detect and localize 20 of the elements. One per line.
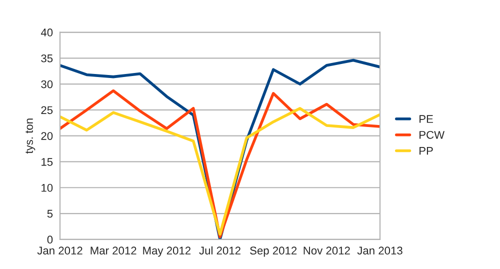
y-tick-label: 25 [41, 106, 53, 114]
x-tick-label: Mar 2012 [90, 246, 136, 255]
legend-label: PCW [420, 130, 445, 139]
x-tick-label: Jul 2012 [199, 246, 240, 255]
x-tick-label: Sep 2012 [250, 246, 297, 257]
y-tick-label: 30 [41, 80, 53, 88]
y-tick-label: 35 [41, 54, 53, 62]
x-tick-label: Nov 2012 [304, 246, 350, 255]
legend-label: PP [420, 146, 433, 155]
y-tick-label: 40 [40, 28, 53, 36]
y-tick-label: 20 [41, 132, 53, 140]
y-tick-label: 5 [47, 210, 53, 218]
y-axis-title: tys. ton [26, 118, 36, 154]
x-tick-label: Jan 2012 [37, 246, 82, 255]
y-tick-label: 0 [47, 236, 53, 244]
y-tick-label: 15 [42, 158, 53, 166]
x-tick-label: May 2012 [143, 246, 191, 257]
x-tick-label: Jan 2013 [357, 246, 402, 255]
legend-label: PE [420, 115, 433, 123]
y-tick-label: 10 [42, 184, 53, 192]
